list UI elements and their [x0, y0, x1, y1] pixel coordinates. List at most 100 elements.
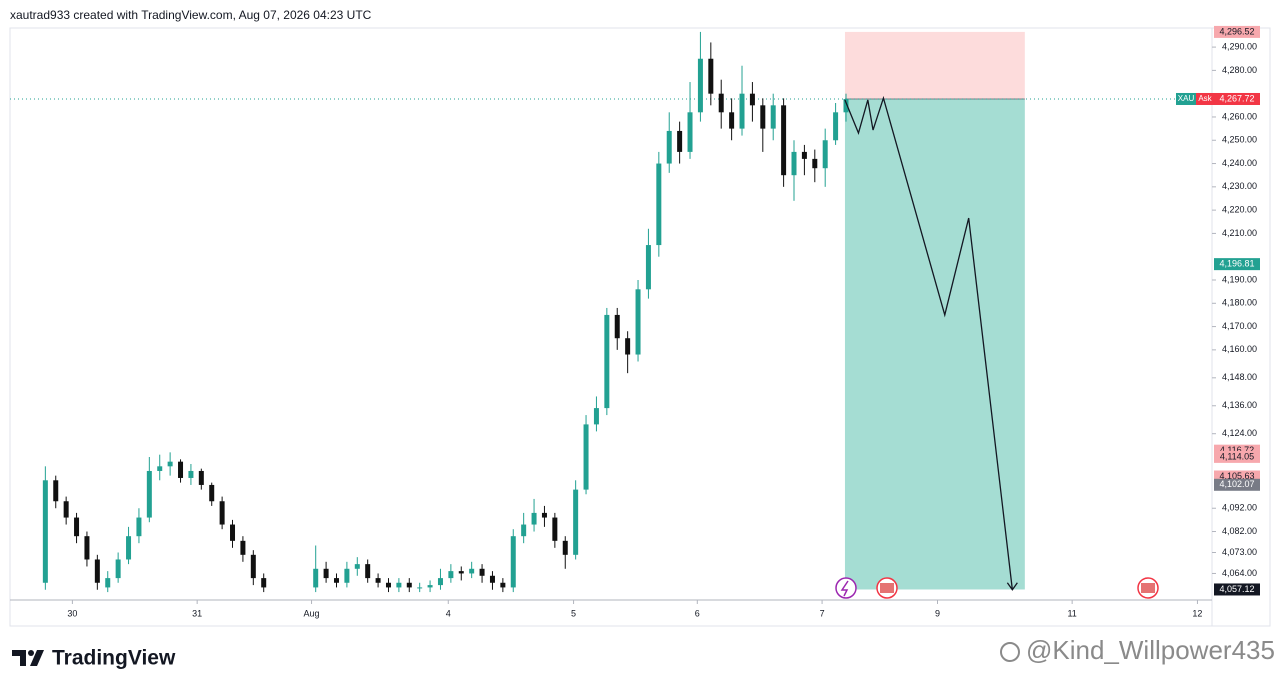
- x-tick-label: Aug: [304, 608, 320, 618]
- frame: [9, 27, 1271, 627]
- candle-body: [136, 517, 142, 537]
- price-tag-label: 4,102.07: [1219, 479, 1254, 489]
- candle-body: [791, 151, 797, 176]
- y-tick-label: 4,148.00: [1222, 372, 1257, 382]
- candle-body: [760, 105, 766, 129]
- x-tick-label: 5: [571, 608, 576, 618]
- candle-body: [365, 564, 371, 579]
- watermark: @Kind_Willpower435: [1026, 635, 1275, 665]
- y-tick-label: 4,190.00: [1222, 274, 1257, 284]
- x-tick-label: 4: [446, 608, 451, 618]
- logo-glyph: [28, 650, 34, 656]
- candle-body: [146, 470, 152, 518]
- candle-body: [625, 338, 631, 355]
- candle-body: [178, 461, 184, 478]
- candle-body: [479, 568, 485, 576]
- candle-body: [385, 582, 391, 588]
- price-tag-label: 4,057.12: [1219, 584, 1254, 594]
- candle-body: [250, 554, 256, 579]
- candle-body: [375, 578, 381, 583]
- candle-body: [313, 568, 319, 588]
- symbol-tag: XAU: [1178, 94, 1195, 103]
- tv-logo: [12, 650, 44, 666]
- plot: [10, 31, 1212, 593]
- candle-body: [219, 501, 225, 525]
- candle-body: [697, 58, 703, 113]
- header: xautrad933 created with TradingView.com,…: [10, 8, 372, 22]
- candle-body: [53, 480, 59, 502]
- ask-tag: Ask: [1198, 94, 1212, 103]
- y-tick-label: 4,260.00: [1222, 111, 1257, 121]
- y-tick-label: 4,092.00: [1222, 503, 1257, 513]
- candle-body: [448, 571, 454, 579]
- flag: [880, 583, 894, 593]
- y-tick-label: 4,210.00: [1222, 228, 1257, 238]
- logo-glyph: [30, 650, 44, 666]
- candle-body: [583, 424, 589, 490]
- candle-body: [261, 578, 267, 588]
- symbol-tag-bg: [1176, 92, 1196, 105]
- projection-line: [844, 95, 1014, 590]
- price-tag: [1214, 92, 1260, 105]
- x-tick-label: 9: [935, 608, 940, 618]
- candle-body: [708, 58, 714, 94]
- candle-body: [541, 512, 547, 518]
- stop-zone: [844, 31, 1025, 99]
- y-tick-label: 4,073.00: [1222, 547, 1257, 557]
- candle-body: [344, 568, 350, 583]
- price-tag: [1214, 478, 1260, 491]
- event-icon[interactable]: [835, 577, 857, 599]
- ask-tag-bg: [1196, 92, 1214, 105]
- logo-glyph: [12, 650, 26, 666]
- candle-body: [354, 564, 360, 569]
- candle-body: [42, 480, 48, 583]
- candle-body: [510, 536, 516, 588]
- x-tick-label: 11: [1067, 608, 1076, 618]
- x-tick-label: 6: [695, 608, 700, 618]
- candle-body: [427, 585, 433, 588]
- candle-body: [209, 484, 215, 502]
- candle-body: [126, 536, 132, 560]
- x-tick-label: 30: [67, 608, 77, 618]
- x-tick-label: 7: [820, 608, 825, 618]
- candle-body: [94, 559, 100, 583]
- candle-body: [458, 571, 464, 574]
- candle-body: [105, 578, 111, 588]
- candle-body: [770, 105, 776, 129]
- candle-body: [500, 582, 506, 588]
- price-tag-label: 4,296.52: [1219, 26, 1254, 36]
- candle-body: [781, 105, 787, 176]
- candle-body: [531, 512, 537, 525]
- candle-body: [812, 158, 818, 169]
- candle-body: [115, 559, 121, 579]
- event-icons: [835, 577, 1159, 599]
- candle-body: [198, 470, 204, 485]
- candle-body: [167, 461, 173, 467]
- candle-body: [749, 93, 755, 106]
- candle-body: [666, 130, 672, 164]
- candle-body: [729, 112, 735, 129]
- candle-body: [552, 517, 558, 541]
- price-tag-label: 4,114.05: [1220, 451, 1254, 461]
- candle-body: [437, 578, 443, 586]
- candle-body: [739, 93, 745, 129]
- candle-body: [801, 151, 807, 159]
- y-tick-label: 4,280.00: [1222, 65, 1257, 75]
- candle-body: [656, 163, 662, 246]
- candle-body: [63, 501, 69, 518]
- candle-body: [614, 314, 620, 339]
- candle-body: [417, 587, 423, 589]
- y-tick-label: 4,180.00: [1222, 298, 1257, 308]
- candle-body: [323, 568, 329, 579]
- candle-body: [240, 540, 246, 555]
- candle-body: [406, 582, 412, 588]
- y-tick-label: 4,160.00: [1222, 344, 1257, 354]
- event-icon: [840, 580, 849, 597]
- price-tag: [1214, 450, 1260, 463]
- logo-text: TradingView: [52, 647, 176, 670]
- price-tag-label: 4,116.72: [1220, 445, 1254, 455]
- candle-body: [396, 582, 402, 588]
- y-tick-label: 4,230.00: [1222, 181, 1257, 191]
- x-tick-label: 31: [192, 608, 202, 618]
